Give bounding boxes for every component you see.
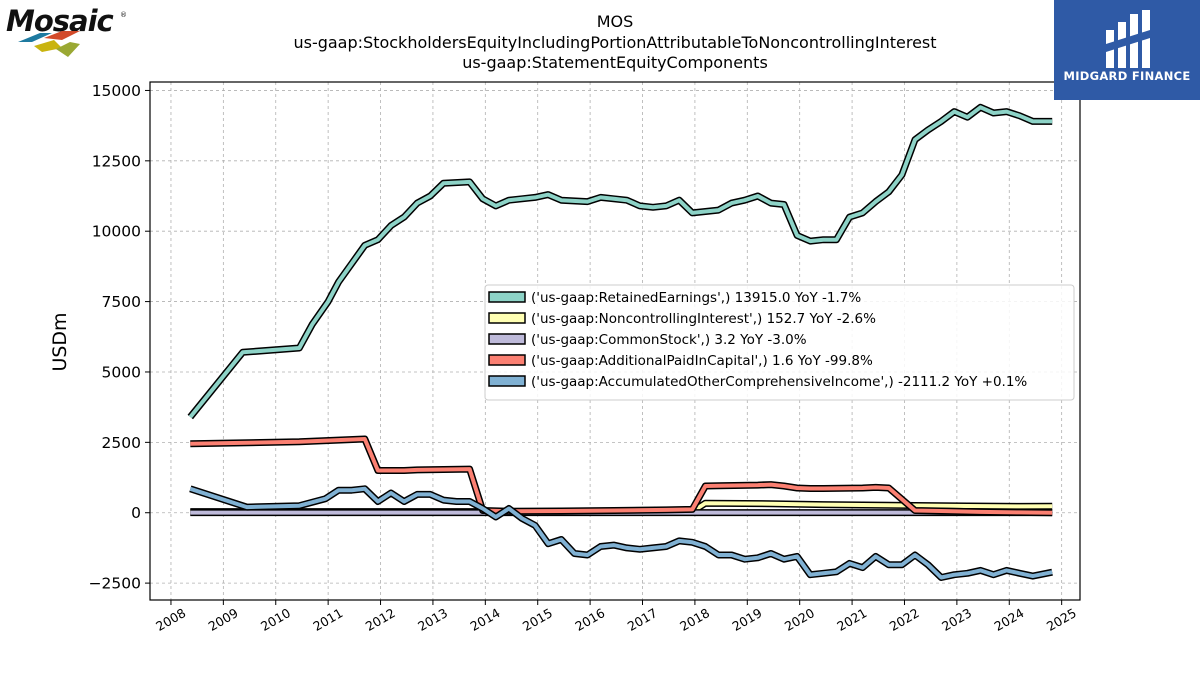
x-tick-label: 2021 — [834, 605, 869, 634]
x-tick-label: 2020 — [782, 605, 817, 634]
legend-swatch-retained — [488, 291, 526, 303]
x-tick-label: 2016 — [572, 605, 607, 634]
midgard-emblem — [1106, 10, 1150, 68]
legend-box — [484, 284, 1075, 401]
x-tick-label: 2022 — [887, 605, 922, 634]
x-tick-label: 2010 — [258, 605, 293, 634]
x-tick-label: 2009 — [206, 605, 241, 634]
y-tick-label: −2500 — [89, 575, 141, 593]
series-line-aoci — [189, 486, 1053, 580]
x-tick-label: 2014 — [468, 605, 503, 634]
x-tick-label: 2025 — [1044, 605, 1079, 634]
y-tick-label: 2500 — [102, 434, 141, 452]
x-tick-label: 2012 — [363, 605, 398, 634]
y-axis: −2500 0 2500 5000 7500 10000 12500 15000 — [89, 82, 150, 593]
logo-tile-red — [44, 31, 80, 40]
series-line-retained — [188, 105, 1053, 419]
emblem-stripe — [1106, 30, 1150, 52]
y-tick-label: 10000 — [92, 223, 141, 241]
chart-title-group: MOS us-gaap:StockholdersEquityIncludingP… — [293, 12, 936, 72]
chart-title-components: us-gaap:StatementEquityComponents — [462, 53, 768, 72]
x-tick-label: 2018 — [677, 605, 712, 634]
chart-title-concept: us-gaap:StockholdersEquityIncludingPorti… — [293, 33, 936, 52]
publisher-name: MIDGARD FINANCE — [1063, 69, 1191, 83]
x-tick-label: 2019 — [730, 605, 765, 634]
logo-tile-blue — [18, 33, 52, 42]
y-tick-label: 5000 — [102, 363, 141, 381]
y-tick-label: 7500 — [102, 293, 141, 311]
legend-swatch-aoci — [488, 375, 526, 387]
chart-title-ticker: MOS — [597, 12, 634, 31]
x-tick-label: 2015 — [520, 605, 555, 634]
mosaic-logo-mark: Mosaic ® — [6, 4, 127, 57]
midgard-finance-logo: MIDGARD FINANCE — [1054, 0, 1200, 100]
series-lines — [187, 103, 1053, 581]
plot-frame — [149, 81, 1081, 601]
y-tick-label: 15000 — [92, 82, 141, 100]
legend-swatch-common — [488, 333, 526, 345]
legend-label-aoci: ('us-gaap:AccumulatedOtherComprehensiveI… — [531, 374, 1027, 390]
legend-swatch-apic — [488, 354, 526, 366]
x-tick-label: 2024 — [991, 605, 1026, 634]
legend-label-apic: ('us-gaap:AdditionalPaidInCapital',) 1.6… — [531, 353, 873, 369]
x-tick-label: 2023 — [939, 605, 974, 634]
legend-label-noncontrolling: ('us-gaap:NoncontrollingInterest',) 152.… — [531, 311, 876, 327]
x-tick-label: 2013 — [415, 605, 450, 634]
series-line-apic — [190, 437, 1053, 515]
y-tick-label: 12500 — [92, 152, 141, 170]
legend-swatch-noncontrolling — [488, 312, 526, 324]
x-tick-label: 2011 — [310, 605, 345, 634]
y-tick-label: 0 — [131, 504, 141, 522]
mosaic-logo: Mosaic ® — [4, 2, 134, 62]
legend-label-common: ('us-gaap:CommonStock',) 3.2 YoY -3.0% — [531, 332, 807, 348]
logo-tile-yellow — [34, 40, 62, 52]
x-tick-label: 2017 — [625, 605, 660, 634]
x-axis: 2008 2009 2010 2011 2012 2013 2014 2015 2016 2017… — [153, 600, 1079, 634]
y-axis-label: USDm — [49, 312, 71, 371]
x-tick-label: 2008 — [153, 605, 188, 634]
legend-label-retained: ('us-gaap:RetainedEarnings',) 13915.0 Yo… — [531, 290, 861, 306]
registered-mark: ® — [120, 11, 127, 19]
logo-tile-green — [56, 42, 80, 57]
legend: ('us-gaap:RetainedEarnings',) 13915.0 Yo… — [484, 284, 1075, 401]
